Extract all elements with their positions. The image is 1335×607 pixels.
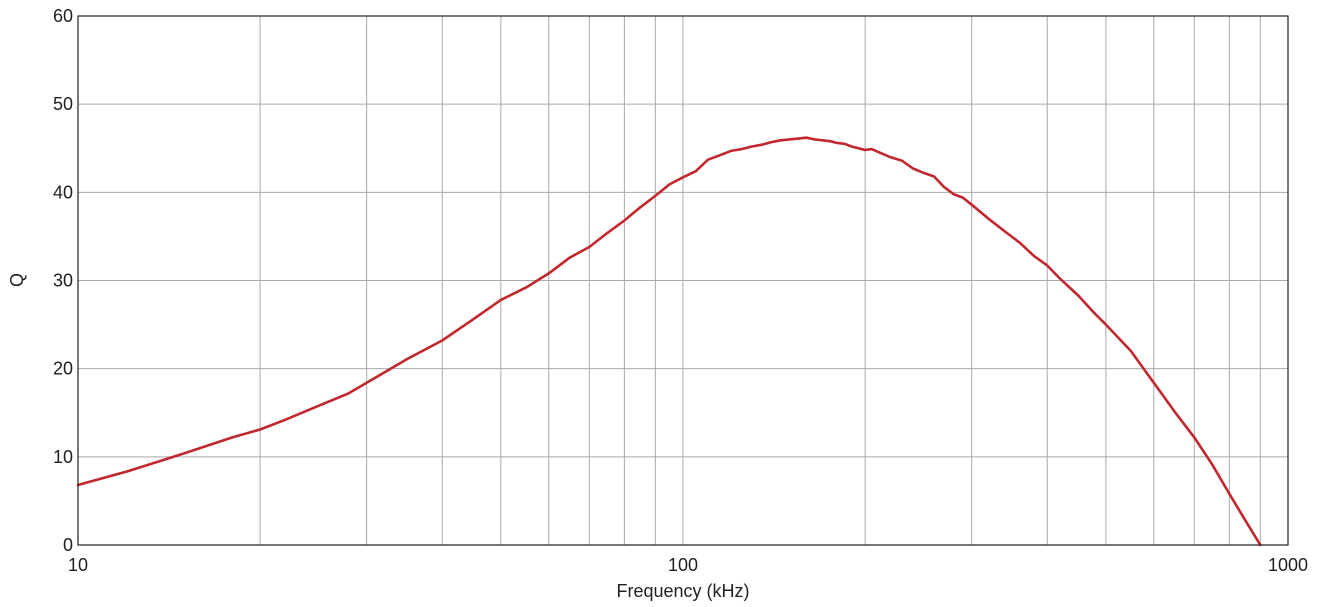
x-tick-label: 10 — [68, 555, 88, 575]
series-line-q — [76, 136, 1262, 547]
y-tick-label: 10 — [53, 447, 73, 467]
y-axis-title: Q — [7, 273, 27, 287]
y-tick-label: 30 — [53, 271, 73, 291]
x-tick-label: 1000 — [1268, 555, 1308, 575]
y-tick-label: 40 — [53, 182, 73, 202]
y-tick-labels: 0 10 20 30 40 50 60 — [53, 6, 73, 555]
y-tick-label: 0 — [63, 535, 73, 555]
x-tick-labels: 10 100 1000 — [68, 555, 1308, 575]
plot-frame — [77, 15, 1289, 546]
y-tick-label: 20 — [53, 359, 73, 379]
y-tick-label: 60 — [53, 6, 73, 26]
y-tick-label: 50 — [53, 94, 73, 114]
x-tick-label: 100 — [668, 555, 698, 575]
x-axis-title: Frequency (kHz) — [616, 581, 749, 601]
grid — [78, 16, 1288, 545]
